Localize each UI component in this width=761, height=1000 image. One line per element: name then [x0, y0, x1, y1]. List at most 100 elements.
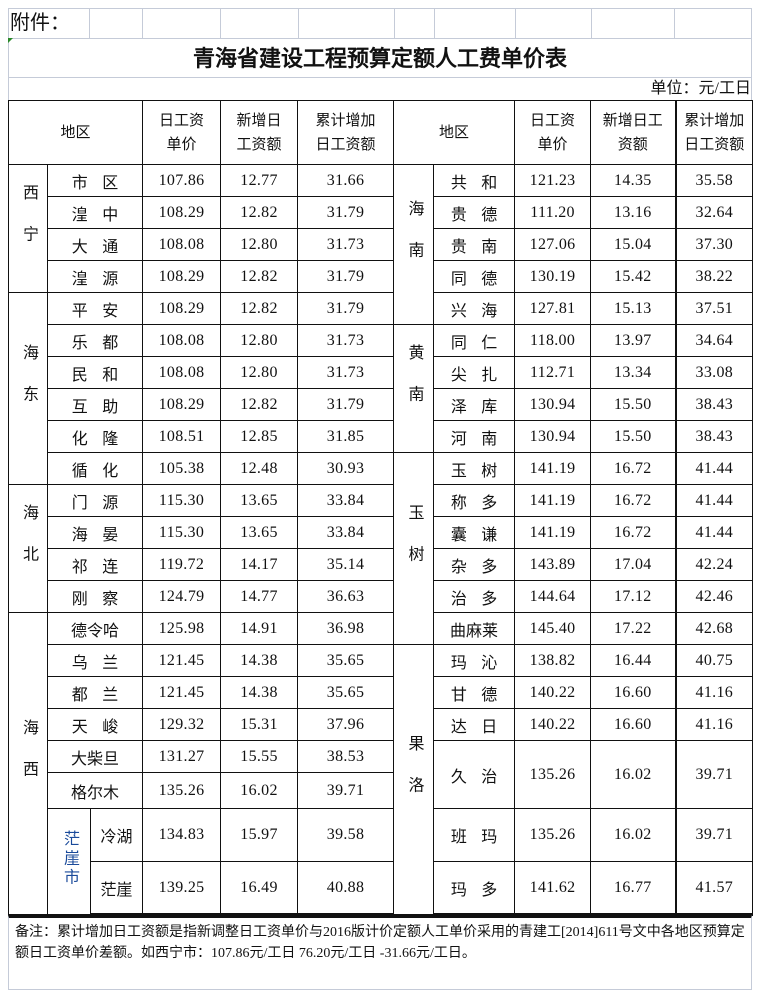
region-name: 互助	[46, 388, 144, 421]
cumulative-increase: 33.84	[297, 484, 395, 517]
cumulative-increase-right: 39.71	[674, 808, 754, 862]
region-name: 茫崖	[89, 861, 144, 916]
new-increase: 12.77	[220, 164, 299, 197]
cumulative-increase-right: 35.58	[674, 164, 754, 197]
new-increase-right: 16.44	[590, 644, 677, 677]
daily-wage-right: 144.64	[514, 580, 592, 613]
daily-wage-right: 141.62	[514, 861, 592, 916]
region-group-right: 果洛	[393, 644, 435, 915]
new-increase: 12.80	[220, 356, 299, 389]
new-increase-right: 15.42	[590, 260, 677, 293]
daily-wage: 139.25	[142, 861, 222, 916]
daily-wage-right: 130.94	[514, 420, 592, 453]
table-row: 海北 门源 115.30 13.65 33.84 称多 141.19 16.72 41.44	[8, 484, 754, 613]
table-row: 湟源 108.29 12.82 31.79 同德 130.19 15.42 38.22	[9, 260, 754, 293]
table-row: 刚察 124.79 14.77 36.63 治多 144.64 17.12 42.46	[9, 580, 754, 613]
region-name: 平安	[46, 292, 144, 325]
header-daily-wage-right: 日工资 单价	[514, 100, 592, 165]
region-name: 湟源	[46, 260, 144, 293]
daily-wage-right: 135.26	[514, 808, 592, 862]
daily-wage-right: 141.19	[514, 452, 592, 485]
header-cumulative-increase: 累计增加 日工资额	[297, 100, 395, 165]
new-increase: 12.82	[220, 260, 299, 293]
cumulative-increase-right: 38.43	[674, 420, 754, 453]
new-increase: 15.31	[220, 708, 299, 741]
new-increase-right: 15.50	[590, 420, 677, 453]
cumulative-increase: 31.79	[297, 292, 395, 325]
cumulative-increase-right: 34.64	[674, 324, 754, 357]
daily-wage: 124.79	[142, 580, 222, 613]
cumulative-increase-right: 38.22	[674, 260, 754, 293]
region-name: 乌兰	[46, 644, 144, 677]
daily-wage-right: 127.81	[514, 292, 592, 325]
cumulative-increase-right: 41.44	[674, 484, 754, 517]
region-name-right: 共和	[433, 164, 516, 197]
vertical-label: 茫崖市	[61, 830, 78, 888]
region-name-right: 杂多	[433, 548, 516, 581]
region-group: 西宁	[8, 164, 48, 293]
daily-wage: 108.51	[142, 420, 222, 453]
daily-wage-right: 121.23	[514, 164, 592, 197]
table-row: 乌兰 121.45 14.38 35.65 果洛 玛沁 138.82 16.44 40.75	[9, 644, 754, 915]
daily-wage: 108.29	[142, 196, 222, 229]
page-title: 青海省建设工程预算定额人工费单价表	[192, 46, 567, 71]
cumulative-increase: 35.14	[297, 548, 395, 581]
cumulative-increase: 31.73	[297, 228, 395, 261]
new-increase-right: 17.12	[590, 580, 677, 613]
new-increase-right: 16.72	[590, 516, 677, 549]
cumulative-increase-right: 41.57	[674, 861, 754, 916]
vertical-label: 西宁	[20, 184, 37, 268]
table-row: 循化 105.38 12.48 30.93 玉树 玉树 141.19 16.72 41.44	[9, 452, 754, 645]
table-row: 海东 平安 108.29 12.82 31.79 兴海 127.81 15.13 37.51	[8, 292, 754, 485]
table-row: 大柴旦 131.27 15.55 38.53 久治 135.26 16.02 39.71	[9, 740, 754, 809]
region-name: 市区	[46, 164, 144, 197]
daily-wage-right: 111.20	[514, 196, 592, 229]
daily-wage: 105.38	[142, 452, 222, 485]
new-increase-right: 16.72	[590, 452, 677, 485]
region-name-right: 班玛	[433, 808, 516, 862]
cell-comment-marker	[8, 38, 13, 43]
region-name: 民和	[46, 356, 144, 389]
new-increase-right: 16.60	[590, 708, 677, 741]
daily-wage-right: 118.00	[514, 324, 592, 357]
cumulative-increase: 39.58	[297, 808, 395, 862]
new-increase: 12.48	[220, 452, 299, 485]
region-name-right: 尖扎	[433, 356, 516, 389]
vertical-label: 黄南	[405, 344, 423, 428]
daily-wage: 115.30	[142, 516, 222, 549]
daily-wage: 121.45	[142, 644, 222, 677]
table-row: 乐都 108.08 12.80 31.73 黄南 同仁 118.00 13.97 34.64	[9, 324, 754, 453]
header-region: 地区	[7, 100, 144, 165]
new-increase-right: 16.02	[590, 740, 677, 809]
daily-wage: 135.26	[142, 772, 222, 809]
region-name-right: 囊谦	[433, 516, 516, 549]
cumulative-increase-right: 42.24	[674, 548, 754, 581]
attachment-label: 附件：	[10, 12, 70, 34]
region-group-right: 玉树	[393, 452, 435, 645]
region-name-right: 治多	[433, 580, 516, 613]
new-increase: 16.02	[220, 772, 299, 809]
daily-wage-right: 141.19	[514, 484, 592, 517]
table-row: 湟中 108.29 12.82 31.79 贵德 111.20 13.16 32.64	[9, 196, 754, 229]
daily-wage: 119.72	[142, 548, 222, 581]
table-row: 天峻 129.32 15.31 37.96 达日 140.22 16.60 41.16	[9, 708, 754, 741]
cumulative-increase: 31.66	[297, 164, 395, 197]
table-row: 茫崖市 冷湖 134.83 15.97 39.58 班玛 135.26 16.02 39.71	[9, 808, 754, 915]
daily-wage-right: 138.82	[514, 644, 592, 677]
region-group-right: 海南	[393, 164, 435, 325]
table-row: 海西 德令哈 125.98 14.91 36.98 曲麻莱 145.40 17.22 42.68	[8, 612, 754, 915]
region-name: 格尔木	[46, 772, 144, 809]
cumulative-increase: 31.73	[297, 324, 395, 357]
daily-wage: 108.08	[142, 356, 222, 389]
vertical-label: 海南	[405, 200, 423, 284]
daily-wage-right: 130.94	[514, 388, 592, 421]
table-row: 大通 108.08 12.80 31.73 贵南 127.06 15.04 37.30	[9, 228, 754, 261]
new-increase: 12.82	[220, 196, 299, 229]
new-increase-right: 17.04	[590, 548, 677, 581]
daily-wage-right: 141.19	[514, 516, 592, 549]
new-increase: 14.91	[220, 612, 299, 645]
daily-wage: 121.45	[142, 676, 222, 709]
region-name-right: 久治	[433, 740, 516, 809]
region-name: 海晏	[46, 516, 144, 549]
vertical-label: 果洛	[405, 735, 423, 819]
